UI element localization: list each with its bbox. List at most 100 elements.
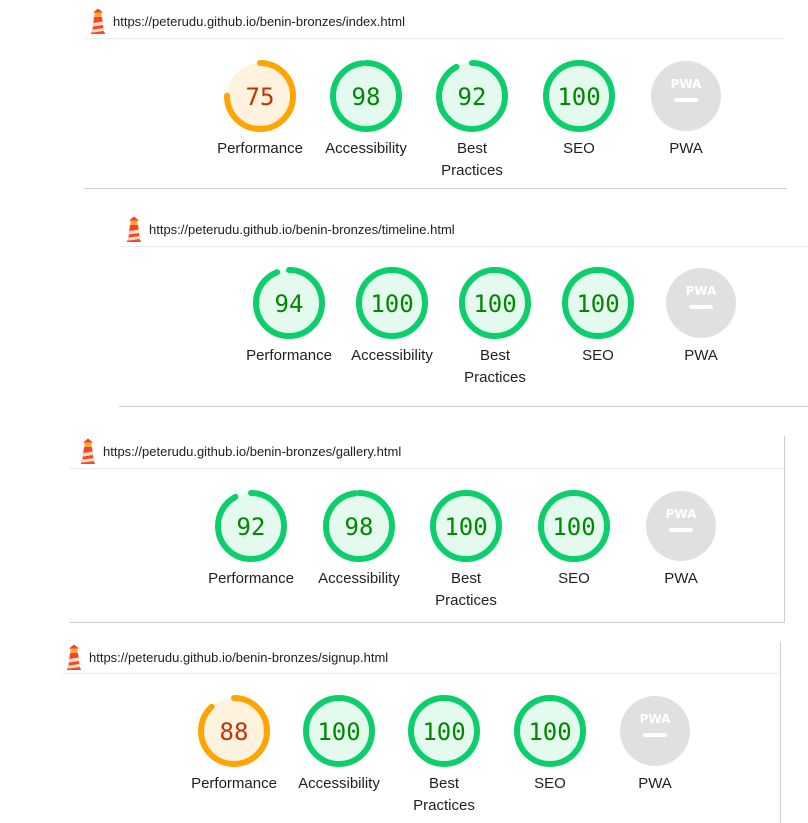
category-label: Accessibility (298, 775, 380, 792)
score-value: 98 (352, 83, 381, 111)
score-value: 100 (444, 513, 487, 541)
pwa-dash (669, 528, 693, 532)
score-arc (514, 695, 586, 767)
score-gauge: 100 (543, 60, 615, 132)
score-arc (253, 267, 325, 339)
category-gauge-accessibility[interactable]: 100 Accessibility (337, 267, 447, 367)
pwa-badge-circle (666, 268, 736, 338)
category-label: Performance (208, 570, 294, 587)
report-bottom-border (119, 406, 808, 407)
score-arc (323, 490, 395, 562)
score-gauge: 88 (198, 695, 270, 767)
category-label: Performance (191, 775, 277, 792)
score-arc (538, 490, 610, 562)
category-gauge-seo[interactable]: 100 SEO (495, 695, 605, 795)
category-gauge-best-practices[interactable]: 100 Best Practices (389, 695, 499, 817)
score-value: 100 (528, 718, 571, 746)
score-gauge: 75 (224, 60, 296, 132)
score-gauge: 100 (430, 490, 502, 562)
score-gauge: 100 (459, 267, 531, 339)
score-value: 98 (345, 513, 374, 541)
category-gauge-pwa[interactable]: PWA PWA (646, 267, 756, 367)
report-url[interactable]: https://peterudu.github.io/benin-bronzes… (89, 649, 389, 665)
category-gauge-best-practices[interactable]: 100 Best Practices (411, 490, 521, 612)
category-gauge-performance[interactable]: 94 Performance (234, 267, 344, 367)
score-arc (436, 60, 508, 132)
category-gauge-pwa[interactable]: PWA PWA (626, 490, 736, 590)
report-url[interactable]: https://peterudu.github.io/benin-bronzes… (103, 443, 402, 459)
score-value: 100 (552, 513, 595, 541)
category-label: PWA (664, 570, 698, 587)
report-header: https://peterudu.github.io/benin-bronzes… (78, 438, 401, 464)
score-arc (198, 695, 270, 767)
score-gauge: PWA (651, 61, 721, 131)
pwa-badge-text: PWA (666, 507, 697, 521)
score-arc (215, 490, 287, 562)
score-gauge: 100 (562, 267, 634, 339)
category-label: Best Practices (435, 570, 497, 609)
score-value: 75 (246, 83, 275, 111)
score-gauge: PWA (620, 696, 690, 766)
pwa-badge-circle (620, 696, 690, 766)
category-gauge-pwa[interactable]: PWA PWA (600, 695, 710, 795)
score-value: 92 (237, 513, 266, 541)
category-label: SEO (563, 140, 595, 157)
report-header: https://peterudu.github.io/benin-bronzes… (88, 8, 405, 34)
lighthouse-icon (81, 438, 95, 464)
score-gauge: 100 (538, 490, 610, 562)
score-gauge: 92 (215, 490, 287, 562)
category-label: SEO (558, 570, 590, 587)
score-value: 94 (275, 290, 304, 318)
report-url[interactable]: https://peterudu.github.io/benin-bronzes… (149, 221, 455, 237)
lighthouse-icon (67, 644, 81, 670)
category-label: Accessibility (351, 347, 433, 364)
category-gauge-seo[interactable]: 100 SEO (519, 490, 629, 590)
category-gauge-accessibility[interactable]: 98 Accessibility (311, 60, 421, 160)
score-arc (543, 60, 615, 132)
score-value: 100 (317, 718, 360, 746)
score-arc (303, 695, 375, 767)
pwa-badge-text: PWA (686, 284, 717, 298)
category-gauge-pwa[interactable]: PWA PWA (631, 60, 741, 160)
header-divider (70, 468, 784, 469)
score-gauge: PWA (646, 491, 716, 561)
pwa-badge-circle (651, 61, 721, 131)
category-gauge-accessibility[interactable]: 98 Accessibility (304, 490, 414, 590)
pwa-dash (689, 305, 713, 309)
score-arc (356, 267, 428, 339)
report-bottom-border (70, 622, 785, 623)
category-gauge-performance[interactable]: 75 Performance (205, 60, 315, 160)
category-label: PWA (684, 347, 718, 364)
score-gauge: 100 (408, 695, 480, 767)
report-header: https://peterudu.github.io/benin-bronzes… (124, 216, 455, 242)
category-gauge-seo[interactable]: 100 SEO (524, 60, 634, 160)
category-label: SEO (534, 775, 566, 792)
category-gauge-best-practices[interactable]: 92 Best Practices (417, 60, 527, 182)
category-gauge-accessibility[interactable]: 100 Accessibility (284, 695, 394, 795)
report-right-border (780, 642, 781, 823)
score-arc (224, 60, 296, 132)
category-label: Accessibility (325, 140, 407, 157)
category-label: SEO (582, 347, 614, 364)
pwa-dash (643, 733, 667, 737)
report-url[interactable]: https://peterudu.github.io/benin-bronzes… (113, 13, 405, 29)
score-gauge: 100 (356, 267, 428, 339)
score-value: 88 (220, 718, 249, 746)
category-gauge-seo[interactable]: 100 SEO (543, 267, 653, 367)
pwa-badge-circle (646, 491, 716, 561)
score-gauge: 92 (436, 60, 508, 132)
score-value: 100 (473, 290, 516, 318)
category-gauge-best-practices[interactable]: 100 Best Practices (440, 267, 550, 389)
category-label: Performance (246, 347, 332, 364)
score-value: 100 (370, 290, 413, 318)
score-value: 100 (422, 718, 465, 746)
score-arc (459, 267, 531, 339)
lighthouse-icon (127, 216, 141, 242)
category-gauge-performance[interactable]: 92 Performance (196, 490, 306, 590)
score-arc (330, 60, 402, 132)
category-gauge-performance[interactable]: 88 Performance (179, 695, 289, 795)
category-label: PWA (638, 775, 672, 792)
score-gauge: 94 (253, 267, 325, 339)
score-gauge: 100 (303, 695, 375, 767)
lighthouse-icon (91, 8, 105, 34)
